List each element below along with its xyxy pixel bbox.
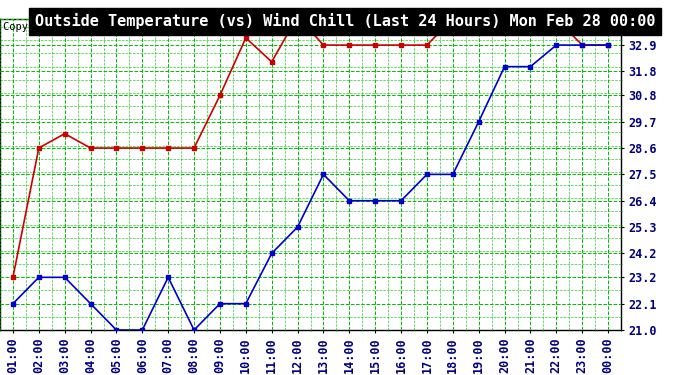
Text: Outside Temperature (vs) Wind Chill (Last 24 Hours) Mon Feb 28 00:00: Outside Temperature (vs) Wind Chill (Las…	[34, 13, 655, 29]
Text: Copyright 2005 Curtronics.com: Copyright 2005 Curtronics.com	[3, 22, 184, 32]
